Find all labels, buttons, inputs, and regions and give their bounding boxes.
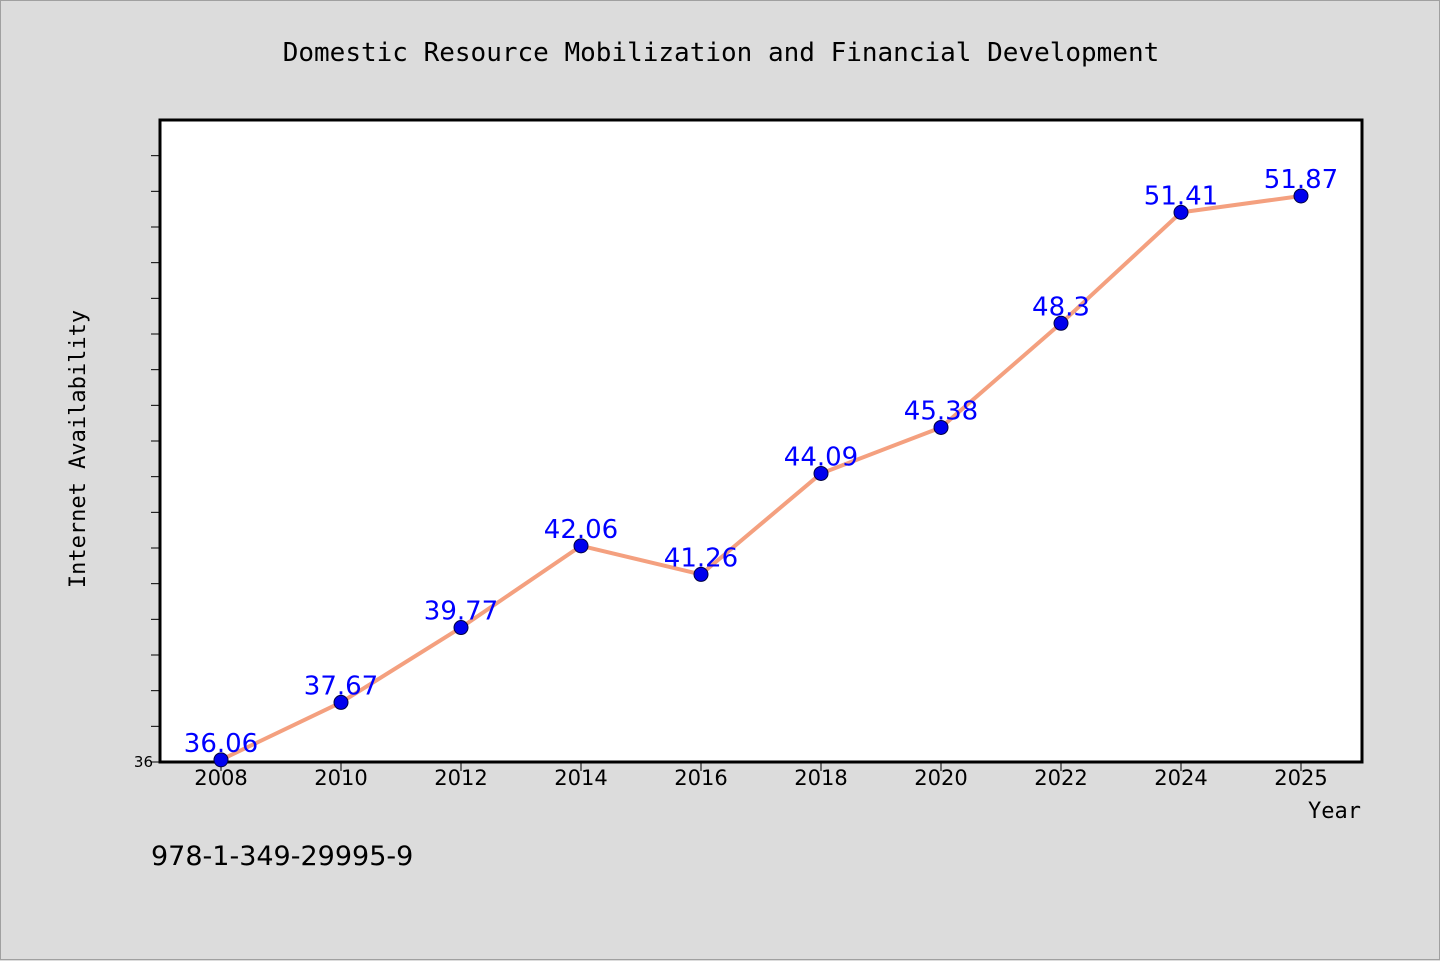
x-tick-label: 2018 bbox=[794, 766, 847, 790]
x-tick-label: 2012 bbox=[434, 766, 487, 790]
data-point bbox=[1293, 188, 1309, 204]
isbn-text: 978-1-349-29995-9 bbox=[151, 841, 413, 872]
data-point bbox=[693, 566, 709, 582]
x-axis-ticks: 2008 2010 2012 2014 2016 2018 2020 2022 2024 2025 bbox=[194, 762, 1328, 790]
series-markers bbox=[213, 188, 1309, 768]
data-point bbox=[1173, 204, 1189, 220]
x-tick-label: 2022 bbox=[1034, 766, 1087, 790]
data-point bbox=[573, 538, 589, 554]
data-label: 39.77 bbox=[424, 597, 498, 627]
data-point bbox=[333, 694, 349, 710]
plot-area bbox=[158, 118, 1364, 764]
data-label: 41.26 bbox=[664, 543, 738, 573]
x-tick-label: 2024 bbox=[1154, 766, 1207, 790]
data-label: 51.41 bbox=[1144, 181, 1218, 211]
y-tick-label: 36 bbox=[134, 753, 153, 771]
data-point bbox=[1053, 315, 1069, 331]
x-tick-label: 2010 bbox=[314, 766, 367, 790]
x-tick-label: 2016 bbox=[674, 766, 727, 790]
data-labels: 36.06 37.67 39.77 42.06 41.26 44.09 45.38 48.3 5… bbox=[184, 165, 1338, 759]
data-label: 37.67 bbox=[304, 671, 378, 701]
data-label: 48.3 bbox=[1032, 292, 1090, 322]
data-label: 36.06 bbox=[184, 729, 258, 759]
data-label: 42.06 bbox=[544, 515, 618, 545]
y-axis-label: Internet Availability bbox=[66, 310, 91, 588]
x-tick-label: 2008 bbox=[194, 766, 247, 790]
data-point bbox=[813, 465, 829, 481]
series-line bbox=[220, 193, 1302, 762]
data-point bbox=[453, 620, 469, 636]
data-label: 51.87 bbox=[1264, 165, 1338, 195]
data-point bbox=[933, 419, 949, 435]
data-label: 45.38 bbox=[904, 396, 978, 426]
x-axis-label: Year bbox=[1308, 799, 1361, 824]
y-axis-ticks bbox=[151, 155, 160, 763]
x-tick-label: 2020 bbox=[914, 766, 967, 790]
data-point bbox=[213, 752, 229, 768]
data-label: 44.09 bbox=[784, 442, 858, 472]
x-tick-label: 2014 bbox=[554, 766, 607, 790]
x-tick-label: 2025 bbox=[1274, 766, 1327, 790]
chart-title: Domestic Resource Mobilization and Finan… bbox=[283, 38, 1160, 68]
